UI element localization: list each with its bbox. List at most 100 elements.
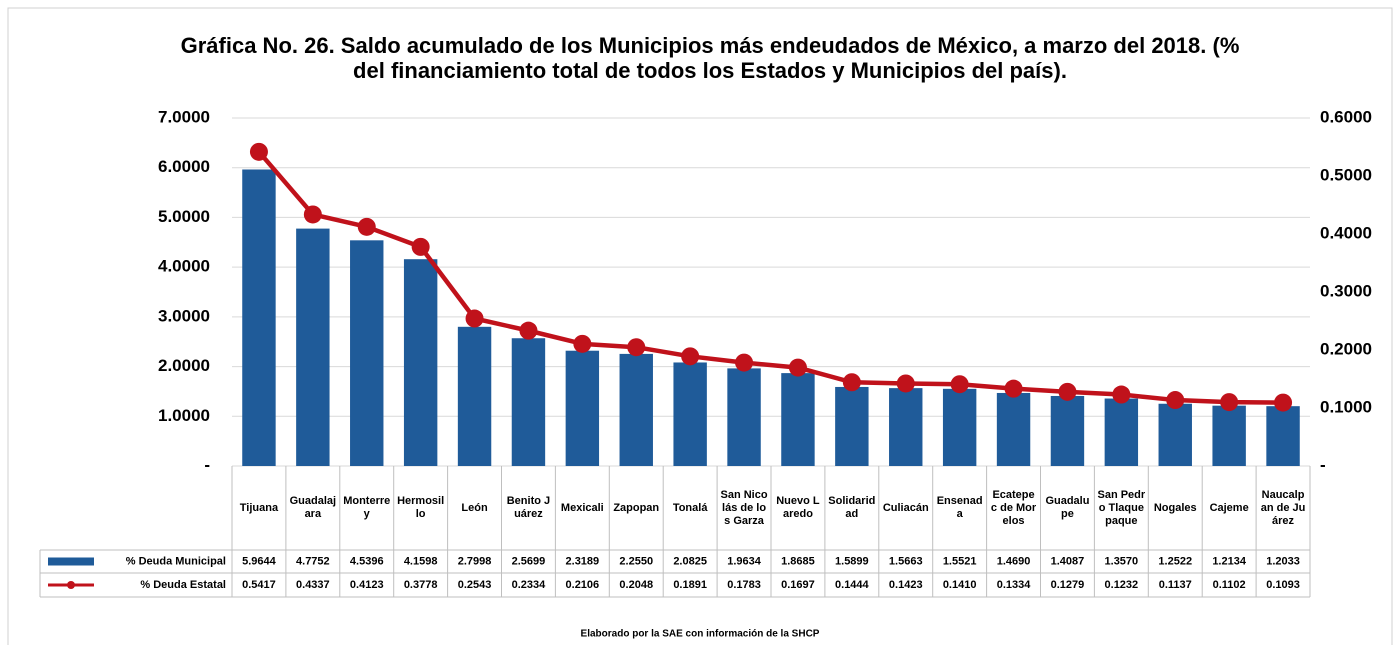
data-label: 0.1410: [943, 579, 977, 591]
category-cell: Zapopan: [613, 501, 660, 514]
data-label: 2.2550: [619, 555, 653, 567]
data-label: 0.4123: [350, 579, 384, 591]
bar: [619, 353, 653, 466]
y2-tick-label: 0.2000: [1320, 339, 1372, 358]
x-tick-label: León: [461, 501, 488, 514]
bar: [942, 388, 977, 466]
x-tick-label: Naucalpan de Juárez: [1260, 488, 1306, 527]
x-tick-label: Benito Juárez: [506, 495, 551, 520]
y-tick-label: 3.0000: [158, 306, 210, 325]
data-label: 0.1783: [727, 579, 761, 591]
data-label: 0.4337: [296, 579, 330, 591]
x-tick-label: Hermosillo: [397, 495, 445, 520]
bar: [835, 386, 869, 466]
data-label: 4.1598: [404, 555, 438, 567]
y2-tick-label: 0.5000: [1320, 165, 1372, 184]
category-cell: San Nicolás de los Garza: [720, 488, 768, 527]
line-marker: [249, 142, 268, 161]
x-tick-label: Monterrey: [343, 495, 391, 520]
data-label: 0.1102: [1213, 579, 1246, 591]
x-tick-label: Guadalupe: [1045, 495, 1090, 520]
legend-label: % Deuda Municipal: [126, 555, 226, 567]
line-marker: [735, 353, 754, 372]
bar: [242, 169, 276, 466]
bar: [996, 392, 1031, 466]
chart-frame: [7, 7, 1393, 645]
data-label: 1.3570: [1105, 555, 1139, 567]
bar: [511, 338, 546, 466]
y2-tick-label: 0.3000: [1320, 281, 1372, 300]
y-tick-label: 7.0000: [158, 107, 210, 126]
data-label: 0.2334: [512, 579, 547, 591]
bar: [1266, 406, 1300, 466]
data-label: 0.1444: [835, 579, 870, 591]
y2-tick-label: 0.6000: [1320, 107, 1372, 126]
bar: [1050, 395, 1085, 466]
data-label: 1.2522: [1158, 555, 1192, 567]
data-label: 0.1334: [997, 579, 1032, 591]
data-label: 4.5396: [350, 555, 384, 567]
line-marker: [1274, 393, 1293, 412]
data-label: 0.1279: [1051, 579, 1085, 591]
bar: [1158, 403, 1192, 466]
line-marker: [303, 205, 322, 224]
x-tick-label: Ecatepec de Morelos: [990, 488, 1037, 527]
line-marker: [1112, 385, 1131, 404]
bar: [457, 326, 492, 466]
data-label: 1.5663: [889, 555, 923, 567]
y-tick-label: -: [204, 455, 210, 474]
line-marker: [573, 334, 592, 353]
category-cell: Ensenada: [936, 495, 983, 520]
y2-tick-label: 0.4000: [1320, 223, 1372, 242]
data-label: 1.2033: [1266, 555, 1300, 567]
data-label: 0.1697: [781, 579, 815, 591]
title-box: Gráfica No. 26. Saldo acumulado de los M…: [181, 33, 1240, 83]
bar: [727, 368, 761, 466]
data-label: 1.4690: [997, 555, 1031, 567]
data-label: 5.9644: [242, 555, 277, 567]
y-tick-label: 5.0000: [158, 207, 210, 226]
y-tick-label: 2.0000: [158, 356, 210, 375]
x-tick-label: Solidaridad: [828, 495, 876, 520]
bar: [1104, 398, 1139, 466]
x-tick-label: Tonalá: [672, 501, 708, 514]
data-label: 0.1423: [889, 579, 923, 591]
category-cell: Guadalajara: [290, 495, 336, 520]
category-cell: Tonalá: [672, 501, 708, 514]
bar: [781, 373, 815, 466]
line-marker: [681, 347, 700, 366]
line-marker: [357, 217, 376, 236]
category-cell: Monterrey: [343, 495, 391, 520]
category-cell: Nogales: [1154, 502, 1197, 514]
bar: [403, 259, 438, 466]
bar: [889, 388, 923, 466]
bar: [565, 350, 600, 466]
data-label: 1.8685: [781, 555, 815, 567]
line-marker: [1220, 393, 1239, 412]
bar: [673, 362, 707, 466]
data-label: 0.5417: [242, 579, 276, 591]
bar: [296, 228, 330, 466]
category-cell: Cajeme: [1209, 501, 1249, 514]
footer: Elaborado por la SAE con información de …: [581, 629, 820, 640]
category-cell: Naucalpan de Juárez: [1260, 488, 1306, 527]
data-label: 0.3778: [404, 579, 438, 591]
x-tick-label: Ensenada: [936, 495, 983, 520]
category-cell: Culiacán: [883, 502, 929, 514]
category-cell: San Pedro Tlaquepaque: [1097, 488, 1146, 527]
line-marker: [627, 338, 646, 357]
data-label: 0.1137: [1159, 579, 1192, 591]
x-tick-label: San Pedro Tlaquepaque: [1097, 488, 1146, 527]
y2-tick-label: -: [1320, 455, 1326, 474]
legend-key: [48, 557, 94, 566]
y-tick-label: 1.0000: [158, 406, 210, 425]
category-cell: Nuevo Laredo: [776, 495, 819, 520]
data-label: 0.1232: [1105, 579, 1139, 591]
x-tick-label: Zapopan: [613, 501, 660, 514]
y2-tick-label: 0.1000: [1320, 397, 1372, 416]
data-label: 0.1891: [673, 579, 707, 591]
data-label: 2.0825: [673, 555, 707, 567]
x-tick-label: Cajeme: [1209, 501, 1249, 514]
x-tick-label: San Nicolás de los Garza: [720, 488, 768, 527]
